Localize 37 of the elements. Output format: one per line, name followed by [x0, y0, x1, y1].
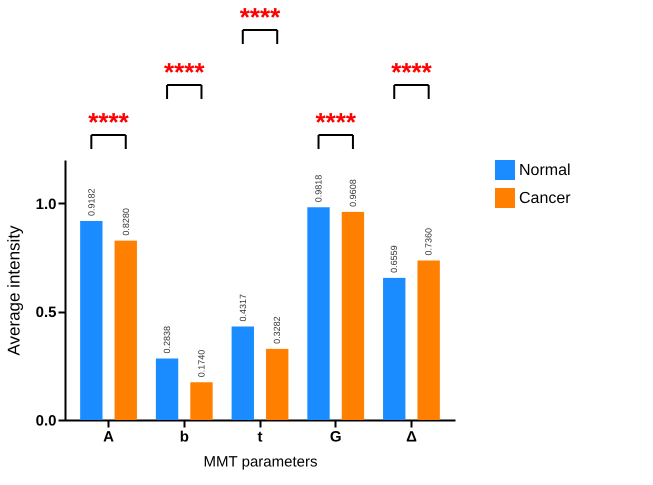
- bar: [307, 207, 330, 420]
- text: ****: [88, 107, 130, 137]
- x-tick-label: G: [330, 428, 342, 446]
- text: 0.9818: [314, 174, 324, 202]
- bar: [266, 348, 288, 420]
- y-tick-label: 1.0: [36, 196, 56, 213]
- text: 0.9182: [86, 188, 96, 216]
- bar: [232, 326, 254, 420]
- y-tick-label: 0.5: [36, 304, 56, 322]
- text: 0.6559: [389, 245, 400, 273]
- y-tick-label: 0.0: [36, 412, 56, 430]
- x-tick-label: b: [180, 428, 189, 446]
- text: 0.1740: [196, 350, 206, 378]
- text: ****: [240, 2, 282, 32]
- text: 0.3282: [272, 316, 282, 344]
- x-tick-label: t: [258, 428, 262, 446]
- bar: [383, 278, 406, 420]
- x-tick-label: Δ: [406, 428, 418, 446]
- legend-label: Normal: [519, 162, 571, 179]
- text: 0.4317: [238, 294, 248, 322]
- y-axis-title: Average intensity: [4, 224, 24, 356]
- text: 0.8280: [120, 208, 131, 236]
- text: 0.9608: [348, 179, 358, 207]
- bar: [114, 240, 137, 420]
- bar: [190, 382, 213, 420]
- text: 0.2838: [162, 326, 172, 354]
- x-tick-label: A: [103, 428, 114, 446]
- bar: [342, 212, 364, 420]
- text: 0.7360: [424, 228, 434, 256]
- text: ****: [391, 57, 433, 87]
- x-axis-title: MMT parameters: [204, 454, 318, 470]
- legend-label: Cancer: [519, 190, 572, 207]
- bar: [417, 260, 440, 420]
- bar: [156, 358, 178, 420]
- bar: [80, 221, 103, 420]
- text: ****: [164, 57, 206, 87]
- text: ****: [315, 107, 357, 137]
